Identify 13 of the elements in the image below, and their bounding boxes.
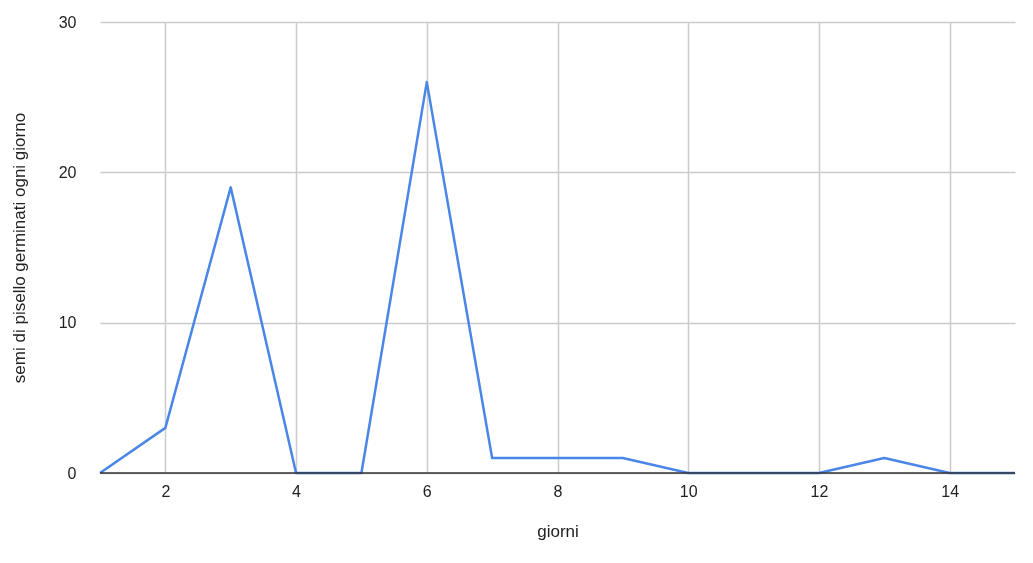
x-tick-label: 6 [422, 482, 432, 500]
y-tick-label: 30 [58, 13, 77, 31]
y-tick-label: 10 [58, 314, 77, 332]
x-axis-title: giorni [537, 521, 579, 541]
x-tick-label: 2 [161, 482, 171, 500]
x-tick-label: 4 [292, 482, 302, 500]
y-tick-label: 0 [67, 464, 77, 482]
x-tick-label: 12 [810, 482, 829, 500]
x-tick-label: 8 [553, 482, 563, 500]
y-tick-label: 20 [58, 163, 77, 181]
y-axis-title: semi di pisello germinati ogni giorno [9, 112, 29, 384]
x-tick-label: 14 [941, 482, 960, 500]
x-tick-label: 10 [679, 482, 698, 500]
